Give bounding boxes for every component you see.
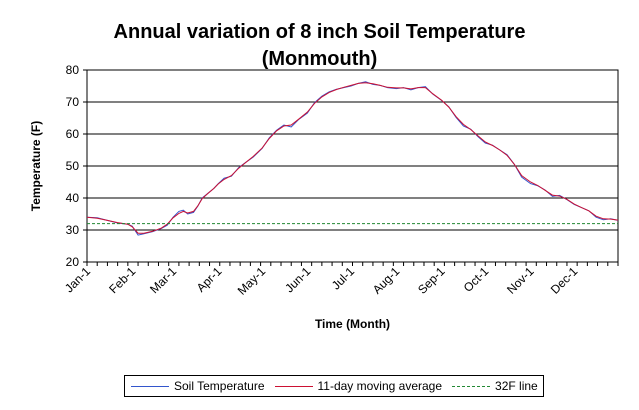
x-tick-label: May-1 (235, 264, 269, 298)
x-axis-label: Time (Month) (315, 317, 390, 331)
legend-label-soil-temperature: Soil Temperature (174, 379, 265, 393)
x-tick-label: Jun-1 (282, 264, 313, 295)
legend-item-moving-average: 11-day moving average (274, 379, 443, 393)
legend-swatch-32f-line (452, 385, 491, 387)
x-tick-label: Jul-1 (329, 264, 358, 293)
y-axis-ticks: 20 30 40 50 60 70 80 (66, 63, 87, 269)
y-axis-label: Temperature (F) (29, 121, 43, 211)
y-tick-label: 70 (66, 95, 80, 109)
y-tick-label: 50 (66, 159, 80, 173)
y-tick-label: 40 (66, 191, 80, 205)
y-tick-label: 80 (66, 63, 80, 77)
y-tick-label: 30 (66, 223, 80, 237)
y-tick-label: 20 (66, 255, 80, 269)
legend-label-moving-average: 11-day moving average (317, 379, 443, 393)
legend-swatch-moving-average (274, 385, 313, 387)
series-line-0 (86, 81, 619, 236)
chart-subtitle: (Monmouth) (261, 48, 378, 70)
x-tick-label: Apr-1 (194, 264, 225, 295)
x-axis-ticks: Jan-1 Feb-1 Mar-1 Apr-1 May-1 Jun-1 Jul-1 Aug-1… (62, 262, 619, 298)
grid-lines (87, 69, 618, 263)
x-tick-label: Mar-1 (147, 264, 179, 296)
x-tick-label: Aug-1 (370, 264, 403, 297)
y-tick-label: 60 (66, 127, 80, 141)
x-tick-label: Oct-1 (461, 264, 492, 295)
series-lines (86, 81, 619, 236)
x-tick-label: Dec-1 (548, 264, 581, 297)
x-tick-label: Nov-1 (504, 264, 537, 297)
series-line-1 (86, 82, 619, 234)
x-tick-label: Sep-1 (415, 264, 448, 297)
legend-label-32f-line: 32F line (495, 379, 538, 393)
legend: Soil Temperature 11-day moving average 3… (124, 375, 544, 397)
x-tick-label: Feb-1 (106, 264, 138, 296)
legend-item-soil-temperature: Soil Temperature (131, 379, 265, 393)
chart-title: Annual variation of 8 inch Soil Temperat… (113, 21, 526, 43)
legend-swatch-soil-temperature (131, 385, 169, 387)
legend-item-32f-line: 32F line (452, 379, 538, 393)
